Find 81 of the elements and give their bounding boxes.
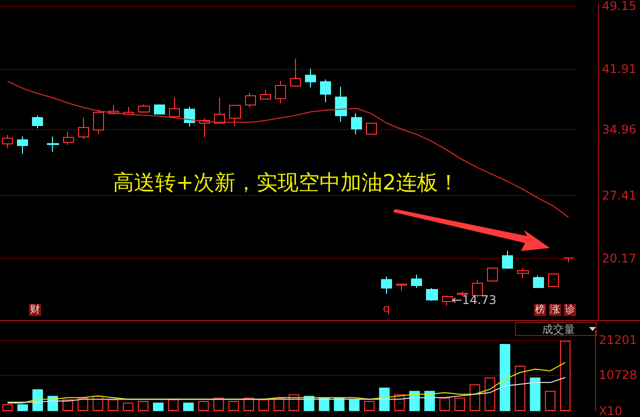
annotation: q [383,302,390,315]
bar [213,398,224,411]
candlestick [93,110,104,135]
line-series [7,80,569,218]
bar [364,400,375,411]
annotation: 榜 [535,304,545,316]
candlestick [517,268,529,279]
candlestick [275,80,286,104]
candlestick [442,295,453,306]
bar [544,390,556,411]
y-tick-label: 41.91 [602,62,636,76]
candlestick [63,131,74,146]
y-tick-label: 20.17 [602,251,636,266]
bar [138,400,148,411]
bar [183,402,194,411]
annotation: ←14.73 [452,293,496,307]
candlestick [184,106,195,128]
candlestick [563,257,574,264]
y-tick-label: 21201 [598,333,638,348]
candlestick [138,104,150,114]
y-tick-label: 49.15 [602,0,636,13]
candlestick [169,96,180,118]
candlestick [229,104,241,126]
y-tick-label: X10 [598,404,622,417]
candlestick [17,136,28,154]
bar [243,398,254,411]
bar [530,378,540,411]
candlestick [214,97,225,124]
bar [228,400,239,411]
candlestick [290,58,301,88]
candlestick [548,274,559,288]
bar [334,398,344,411]
bar [379,388,390,411]
annotation: 诊 [565,304,575,316]
candlestick [411,274,422,288]
candlestick [78,117,89,140]
annotation: 涨 [550,304,560,316]
candlestick [305,68,316,88]
bar [17,404,28,411]
bar [122,402,134,411]
candlestick [426,287,438,302]
bar [318,398,330,411]
candlestick [381,276,392,294]
bar [500,344,510,411]
annotation: 成交量 [542,322,575,336]
y-tick-label: 10728 [598,368,638,382]
candlestick [502,250,513,270]
bar [439,398,450,411]
candlestick [366,122,377,135]
candlestick [32,115,43,129]
candlestick [457,291,468,297]
bar [168,399,179,411]
candlestick [320,79,331,103]
annotation: 高送转+次新，实现空中加油2连板！ [113,170,459,194]
candlestick [260,89,271,100]
candlestick [396,283,407,292]
candlestick [245,92,256,108]
candlestick [335,86,347,122]
bar [514,366,526,411]
y-tick-label: 27.41 [602,188,636,202]
bar [2,404,13,411]
candlestick [2,134,13,149]
bar [108,399,118,411]
candlestick [47,136,59,153]
bar [454,398,466,411]
bar [484,378,496,411]
y-tick-label: 34.96 [602,122,636,137]
candlestick [154,104,165,115]
candlestick [533,275,544,288]
bar [348,399,360,411]
bar [198,400,209,411]
bar [92,396,104,411]
bar [470,384,480,411]
bar [78,398,88,411]
candlestick [351,112,362,135]
candlestick [487,268,498,282]
bar [560,340,571,411]
bar [258,399,270,411]
line-series [7,377,566,403]
bar [153,402,164,411]
annotation: 财 [30,304,40,316]
